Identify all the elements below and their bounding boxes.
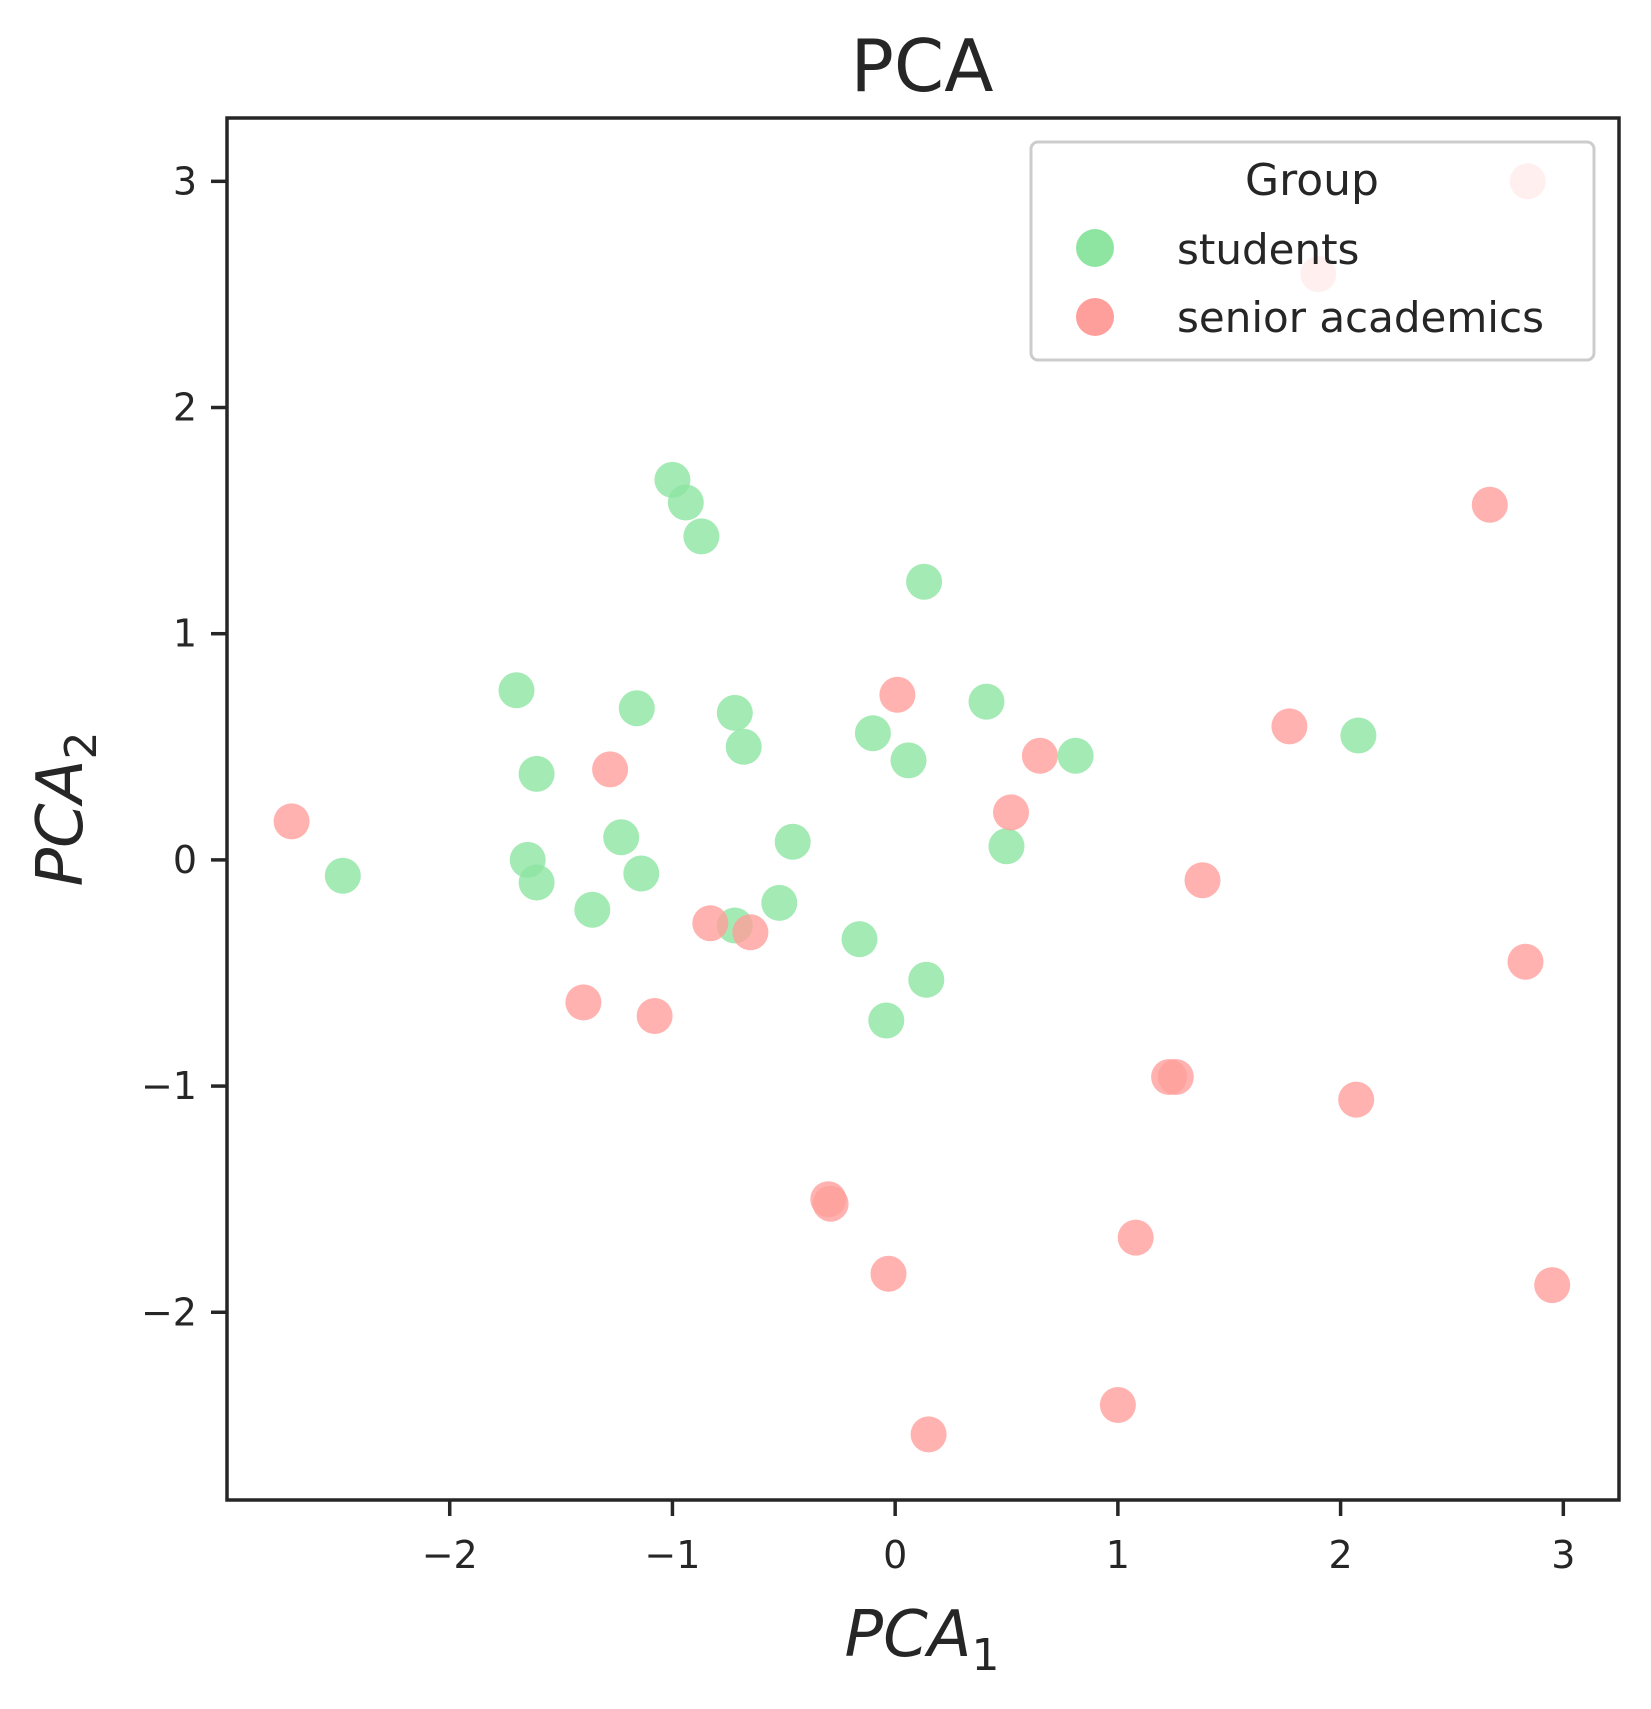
chart-title: PCA [851, 24, 994, 108]
point-senior-academics-21 [1117, 1219, 1154, 1256]
point-students-18 [324, 857, 361, 894]
point-students-4 [906, 563, 943, 600]
point-senior-academics-22 [870, 1255, 907, 1292]
point-students-20 [518, 864, 555, 901]
y-axis-label: PCA2 [24, 731, 107, 886]
point-senior-academics-10 [1184, 862, 1221, 899]
x-tick-label: 2 [1329, 1533, 1353, 1577]
y-tick-label: −2 [141, 1290, 197, 1334]
point-students-21 [623, 855, 660, 892]
point-students-16 [774, 823, 811, 860]
point-senior-academics-11 [692, 905, 729, 942]
point-students-25 [841, 921, 878, 958]
x-axis: −2 −1 0 1 2 3 [422, 1500, 1575, 1577]
point-students-23 [761, 884, 798, 921]
x-axis-label: PCA1 [844, 1598, 999, 1681]
point-senior-academics-18 [1338, 1081, 1375, 1118]
point-students-10 [854, 715, 891, 752]
point-senior-academics-3 [1471, 486, 1508, 523]
point-senior-academics-13 [565, 984, 602, 1021]
legend-box [1029, 140, 1596, 362]
point-students-12 [968, 683, 1005, 720]
legend-title: Group [1245, 155, 1379, 206]
point-senior-academics-4 [879, 676, 916, 713]
point-students-5 [498, 672, 535, 709]
point-students-15 [603, 819, 640, 856]
y-axis: −2 −1 0 1 2 3 [141, 159, 227, 1334]
point-senior-academics-14 [636, 998, 673, 1034]
y-tick-label: 2 [173, 386, 197, 430]
point-senior-academics-15 [1507, 943, 1544, 980]
point-students-7 [716, 694, 753, 731]
point-senior-academics-12 [732, 914, 769, 951]
legend-label-students: students [1177, 225, 1359, 274]
y-tick-label: −1 [141, 1064, 197, 1108]
x-tick-label: −1 [644, 1533, 700, 1577]
legend: Group students senior academics [1029, 140, 1596, 362]
point-students-9 [518, 755, 555, 792]
y-axis-label-main: PCA [24, 759, 98, 886]
legend-marker-senior-academics [1076, 298, 1114, 336]
point-students-8 [725, 728, 762, 765]
x-tick-label: 1 [1106, 1533, 1130, 1577]
x-axis-label-main: PCA [844, 1598, 971, 1672]
legend-label-senior-academics: senior academics [1177, 293, 1544, 342]
point-students-22 [574, 891, 611, 928]
point-senior-academics-8 [993, 794, 1029, 831]
point-senior-academics-24 [1099, 1387, 1136, 1423]
legend-marker-students [1076, 229, 1114, 267]
point-students-17 [988, 828, 1025, 865]
x-tick-label: 3 [1551, 1533, 1575, 1577]
point-students-26 [908, 961, 945, 998]
y-tick-label: 3 [173, 159, 197, 203]
x-tick-label: −2 [422, 1533, 478, 1577]
point-senior-academics-20 [812, 1185, 849, 1222]
x-tick-label: 0 [883, 1533, 907, 1577]
point-students-11 [890, 742, 927, 779]
point-senior-academics-23 [1534, 1267, 1571, 1304]
point-students-14 [1340, 717, 1377, 754]
point-students-2 [667, 484, 704, 521]
point-senior-academics-25 [910, 1416, 947, 1453]
point-students-13 [1057, 737, 1094, 774]
point-students-3 [683, 518, 720, 555]
point-senior-academics-7 [592, 751, 629, 788]
x-axis-label-subscript: 1 [972, 1630, 1000, 1681]
y-tick-label: 0 [173, 838, 197, 882]
point-senior-academics-17 [1157, 1059, 1194, 1095]
point-students-27 [868, 1002, 905, 1039]
point-senior-academics-9 [273, 803, 310, 840]
point-senior-academics-5 [1271, 708, 1308, 745]
point-senior-academics-6 [1021, 737, 1058, 774]
y-axis-label-subscript: 2 [56, 731, 107, 759]
point-students-6 [618, 690, 655, 727]
points-layer [273, 163, 1571, 1453]
y-tick-label: 1 [173, 612, 197, 656]
